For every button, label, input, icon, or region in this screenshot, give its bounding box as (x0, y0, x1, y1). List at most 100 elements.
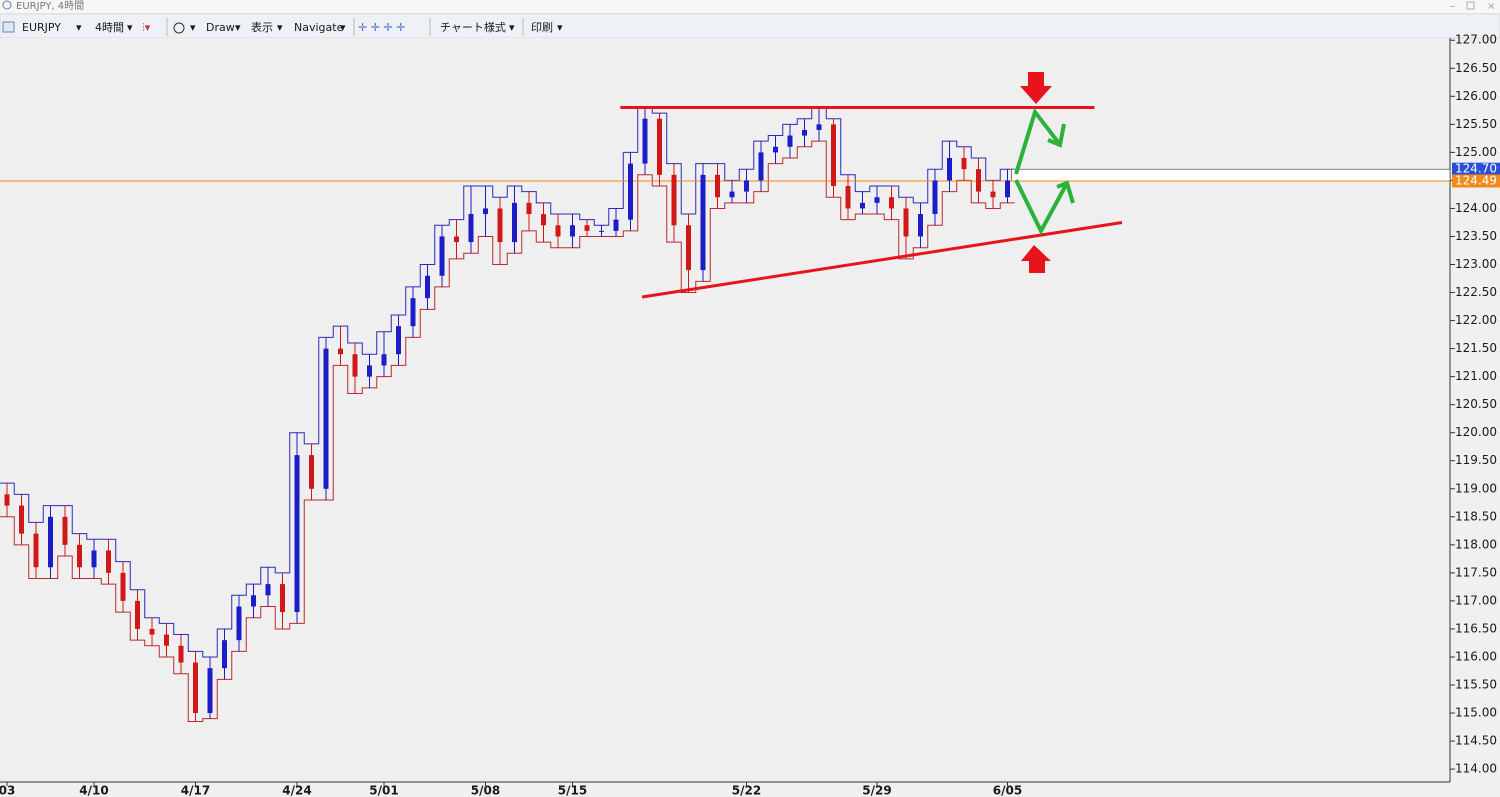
candle-body (19, 505, 24, 534)
y-tick-label: 118.00 (1455, 537, 1497, 551)
candle-body (976, 169, 981, 192)
x-tick-label: 4/17 (181, 784, 210, 797)
price-tag-label: 124.70 (1455, 162, 1497, 176)
candle-body (816, 124, 822, 130)
high-channel (0, 107, 1015, 658)
candle-body (599, 230, 604, 232)
y-tick-label: 123.00 (1455, 257, 1497, 271)
candle-body (961, 157, 967, 170)
candle-body (686, 225, 691, 271)
y-tick-label: 121.00 (1455, 369, 1497, 383)
draw-menu[interactable]: Draw (206, 21, 235, 34)
toolbar: EURJPY ▾ 4時間 ▾ ⫶▾ ▾ Draw ▾ 表示 ▾ Navigate… (0, 13, 1500, 39)
chart-style-menu[interactable]: チャート様式 (440, 20, 506, 34)
price-tag (1452, 162, 1500, 176)
y-tick-label: 119.00 (1455, 481, 1497, 495)
candle-body (396, 326, 401, 355)
y-tick-label: 126.00 (1455, 89, 1497, 103)
y-tick-label: 124.00 (1455, 201, 1497, 215)
candle-body (671, 174, 677, 226)
candle-body (193, 662, 198, 714)
candle-body (613, 219, 619, 231)
candle-body (135, 600, 140, 629)
candle-body (889, 197, 894, 209)
candle-body (468, 214, 474, 243)
timeframe[interactable]: 4時間 (95, 21, 124, 34)
y-tick-label: 115.50 (1455, 678, 1497, 692)
x-tick-label: 5/29 (862, 784, 891, 797)
y-tick-label: 117.50 (1455, 565, 1497, 579)
window-title: EURJPY, 4時間 (16, 0, 84, 12)
dropdown[interactable]: ▾ (127, 21, 133, 34)
candle-body (700, 174, 706, 271)
dropdown[interactable]: ▾ (76, 21, 82, 34)
y-tick-label: 120.50 (1455, 397, 1497, 411)
candle-body (874, 197, 880, 203)
candle-body (178, 645, 184, 663)
dropdown[interactable]: ▾ (235, 21, 241, 34)
candle-body (294, 455, 300, 613)
candle-body (381, 354, 387, 366)
view-menu[interactable]: 表示 (251, 20, 273, 34)
dropdown[interactable]: ▾ (557, 21, 563, 34)
maximize[interactable] (1466, 1, 1475, 10)
candle-body (584, 225, 590, 231)
candle-body (903, 208, 909, 237)
candle-body (526, 202, 532, 215)
candle-body (222, 640, 227, 669)
x-tick-label: 6/05 (993, 784, 1022, 797)
dropdown[interactable]: ▾ (190, 21, 196, 34)
candle-body (541, 214, 546, 226)
candle-body (483, 208, 488, 215)
candle-body (265, 584, 271, 596)
title-bar (0, 0, 1500, 13)
candle-body (570, 225, 575, 237)
y-tick-label: 121.50 (1455, 341, 1497, 355)
y-tick-label: 114.00 (1455, 762, 1497, 776)
candle-body (33, 533, 39, 568)
arrowhead (1047, 123, 1066, 148)
y-tick-label: 125.50 (1455, 117, 1497, 131)
y-tick-label: 114.50 (1455, 734, 1497, 748)
candle-body (4, 494, 10, 506)
dropdown[interactable]: ▾ (277, 21, 283, 34)
close[interactable]: × (1487, 1, 1495, 12)
candle-body (352, 354, 358, 377)
candle-body (236, 606, 242, 641)
dropdown[interactable]: ▾ (509, 21, 515, 34)
up-arrow (1021, 245, 1051, 273)
dropdown[interactable]: ▾ (340, 21, 346, 34)
y-tick-label: 127.00 (1455, 33, 1497, 47)
candle-body (628, 163, 633, 220)
candle-body (512, 202, 517, 243)
print-menu[interactable]: 印刷 (531, 21, 553, 34)
app-icon (2, 0, 12, 10)
y-tick-label: 118.50 (1455, 509, 1497, 523)
candle-body (845, 186, 851, 209)
y-tick-label: 125.00 (1455, 145, 1497, 159)
candle-icon[interactable]: ⫶▾ (142, 21, 151, 34)
x-tick-label: 5/01 (369, 784, 398, 797)
candle-body (62, 516, 68, 545)
x-tick-label: 5/22 (732, 784, 761, 797)
minimize[interactable]: – (1450, 1, 1455, 12)
zoom-icons[interactable]: ✛ ✛ ✛ ✛ (358, 21, 405, 34)
candle-body (787, 135, 793, 147)
y-tick-label: 117.00 (1455, 593, 1497, 607)
candle-body (106, 550, 111, 573)
low-channel (0, 140, 1015, 722)
shape-icon[interactable] (173, 22, 185, 34)
candle-body (120, 572, 126, 601)
navigate-menu[interactable]: Navigate (294, 21, 344, 34)
arrowhead (1056, 180, 1075, 204)
bounce-up-arrow (1014, 107, 1060, 175)
symbol[interactable]: EURJPY (22, 21, 61, 34)
candle-body (410, 298, 416, 327)
candle-body (773, 146, 778, 153)
y-tick-label: 116.00 (1455, 649, 1497, 663)
down-arrow (1020, 72, 1052, 104)
y-tick-label: 122.50 (1455, 285, 1497, 299)
bounce-down-arrow (1014, 179, 1068, 236)
candle-body (642, 118, 648, 164)
